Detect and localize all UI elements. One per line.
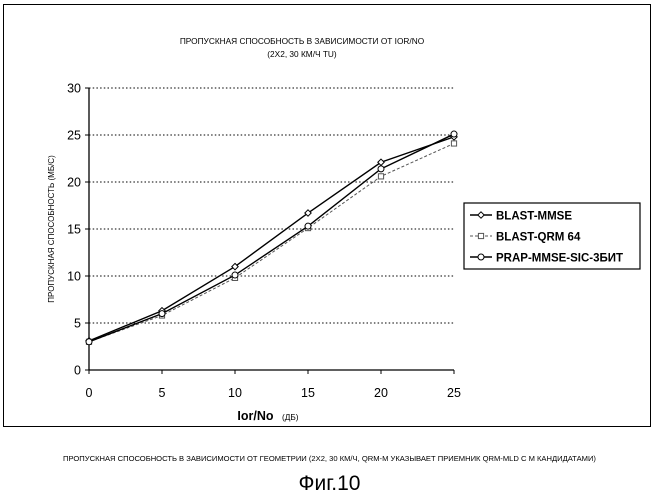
- chart-subtitle: (2X2, 30 КМ/Ч TU): [267, 49, 337, 59]
- x-tick-label: 25: [447, 386, 461, 400]
- figure-number: Фиг.10: [0, 472, 659, 496]
- data-point-prap-mmse-sic-3: [451, 131, 457, 137]
- y-tick-label: 10: [67, 270, 81, 284]
- y-tick-label: 0: [74, 364, 81, 378]
- data-point-prap-mmse-sic-3: [378, 166, 384, 172]
- x-axis-label: Ior/No (ДБ): [237, 407, 298, 424]
- y-axis-label: ПРОПУСКНАЯ СПОСОБНОСТЬ (МБ/С): [47, 155, 56, 303]
- grid-layer: [89, 88, 454, 323]
- data-point-prap-mmse-sic-3: [86, 339, 92, 345]
- legend-marker-blast-qrm-64: [478, 233, 483, 238]
- series-line-blast-qrm-64: [89, 143, 454, 341]
- y-tick-label: 30: [67, 82, 81, 96]
- data-point-blast-qrm-64: [451, 141, 456, 146]
- series-line-prap-mmse-sic-3: [89, 134, 454, 342]
- series-line-blast-mmse: [89, 137, 454, 341]
- x-tick-label: 15: [301, 386, 315, 400]
- x-axis-label-main: Ior/No: [237, 409, 273, 423]
- x-tick-label: 10: [228, 386, 242, 400]
- x-tick-label: 0: [86, 386, 93, 400]
- series-layer: [86, 131, 457, 345]
- legend-label-blast-qrm-64: BLAST-QRM 64: [496, 232, 581, 244]
- data-point-prap-mmse-sic-3: [159, 311, 165, 317]
- x-tick-label: 20: [374, 386, 388, 400]
- chart-title: ПРОПУСКНАЯ СПОСОБНОСТЬ В ЗАВИСИМОСТИ ОТ …: [180, 36, 425, 46]
- y-tick-label: 25: [67, 129, 81, 143]
- x-axis-label-unit: (ДБ): [282, 412, 299, 422]
- data-point-prap-mmse-sic-3: [232, 272, 238, 278]
- y-tick-label: 15: [67, 223, 81, 237]
- axes-layer: 0 5 10 15 20 25 30 0 5 10 15 20 25: [67, 82, 461, 401]
- figure-caption: ПРОПУСКНАЯ СПОСОБНОСТЬ В ЗАВИСИМОСТИ ОТ …: [0, 454, 659, 463]
- y-tick-label: 20: [67, 176, 81, 190]
- data-point-prap-mmse-sic-3: [305, 223, 311, 229]
- legend-marker-prap-mmse-sic-3: [478, 254, 484, 260]
- x-tick-label: 5: [159, 386, 166, 400]
- legend-label-prap-mmse-sic-3: PRAP-MMSE-SIC-3БИТ: [496, 253, 623, 265]
- data-point-blast-qrm-64: [378, 174, 383, 179]
- y-tick-label: 5: [74, 317, 81, 331]
- legend-label-blast-mmse: BLAST-MMSE: [496, 211, 572, 223]
